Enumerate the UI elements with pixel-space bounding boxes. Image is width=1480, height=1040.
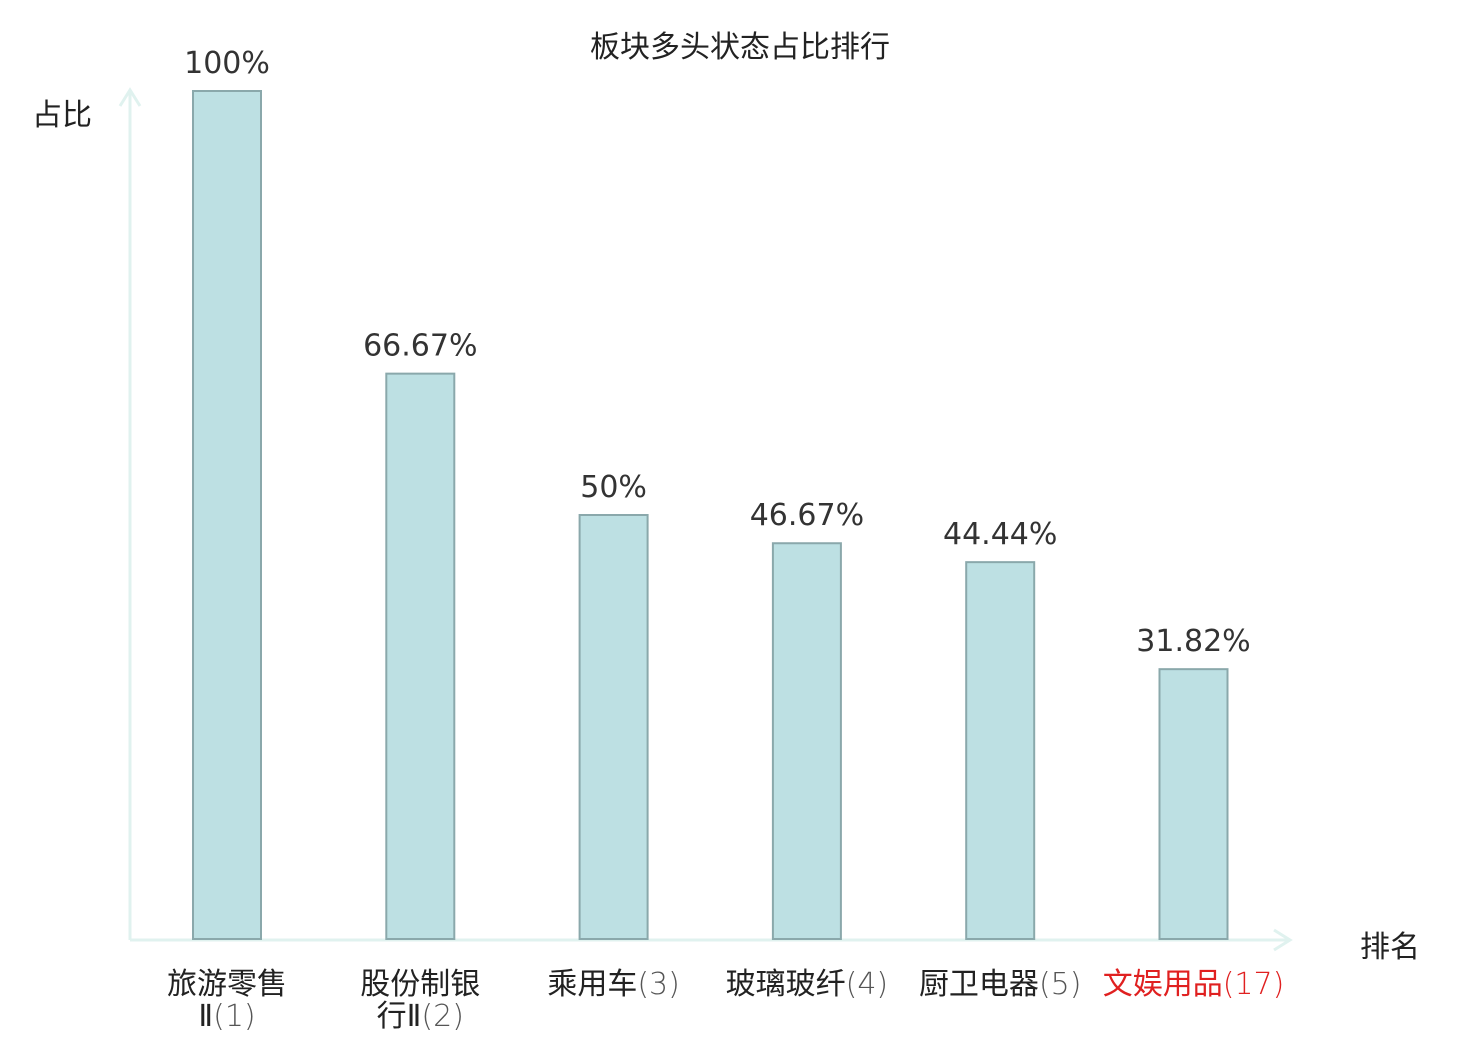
data-label: 50% [580,470,647,505]
data-label: 31.82% [1136,624,1250,659]
tick-label: 厨卫电器(5) [919,967,1081,1002]
y-axis-arrow-icon [118,87,142,107]
bar [965,561,1036,940]
bar [385,372,456,940]
bar [771,542,842,940]
tick-label: 文娱用品(17) [1103,967,1285,1002]
data-label: 66.67% [363,329,477,364]
y-axis-label: 占比 [32,98,92,133]
bar [192,90,262,940]
data-label: 46.67% [750,498,864,533]
x-axis-label: 排名 [1360,930,1420,965]
tick-label: 股份制银行Ⅱ(2) [360,967,480,1034]
data-label: 44.44% [943,517,1057,552]
tick-label: 玻璃玻纤(4) [726,967,889,1002]
chart-title: 板块多头状态占比排行 [590,30,890,65]
tick-label: 乘用车(3) [547,967,680,1002]
bar [578,514,649,940]
tick-label: 旅游零售 Ⅱ(1) [167,967,287,1034]
x-axis-arrow-icon [1273,928,1293,952]
data-label: 100% [184,46,270,81]
bar [1158,668,1229,940]
